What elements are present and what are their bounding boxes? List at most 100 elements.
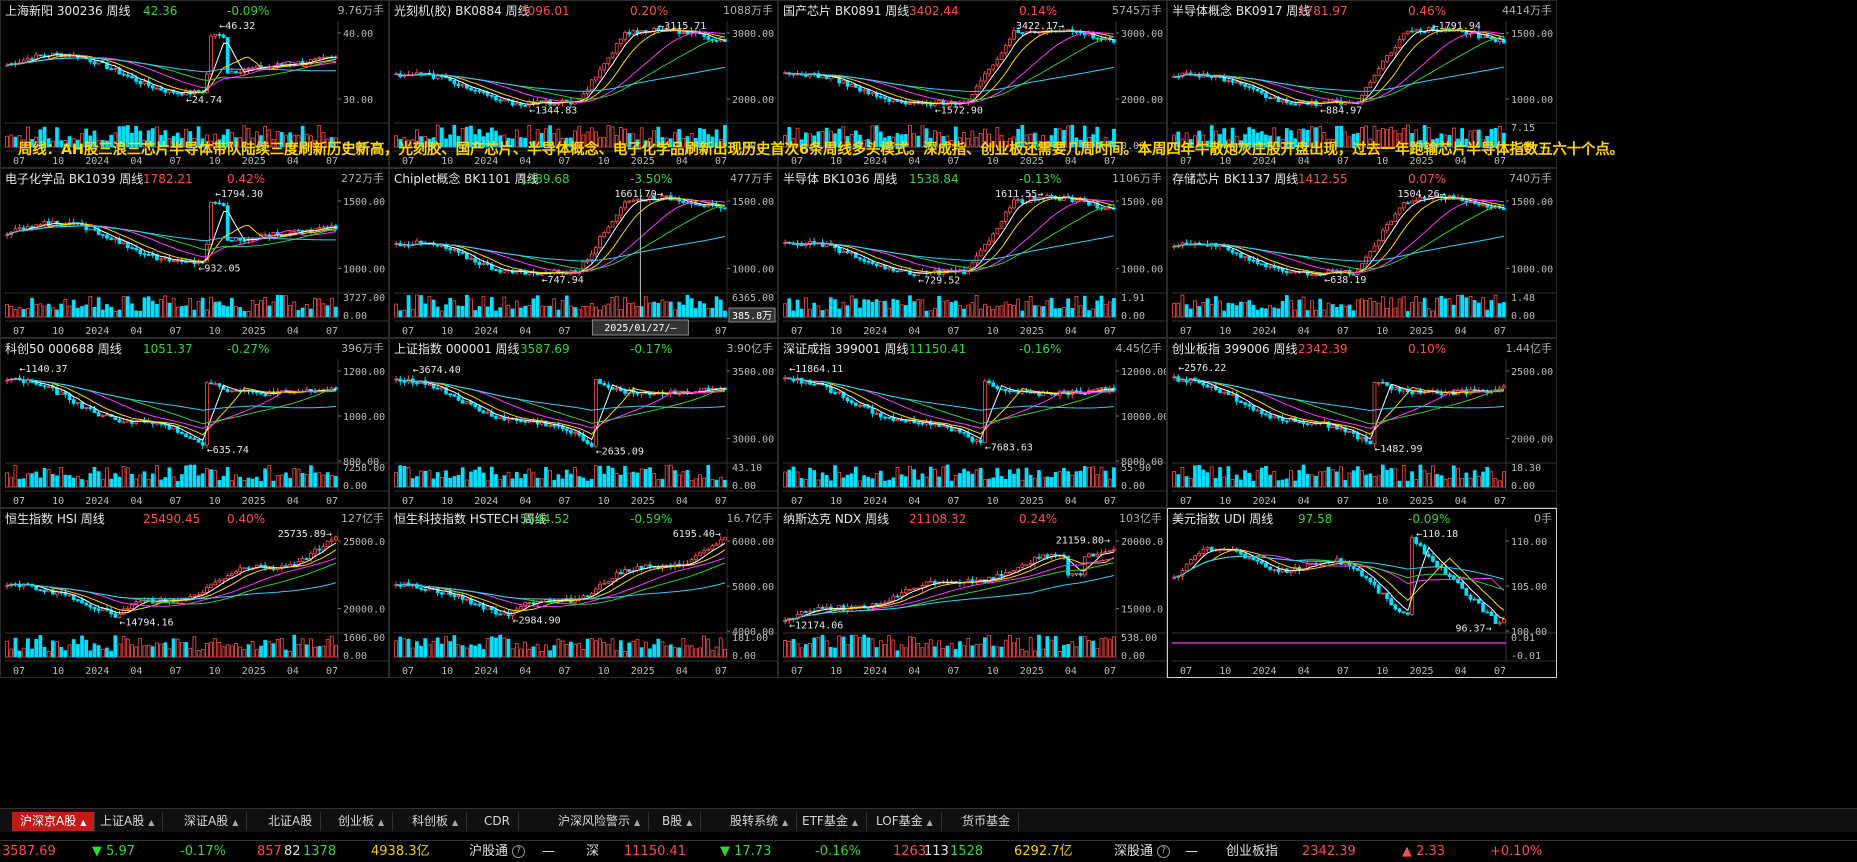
market-tab[interactable]: 北证A股 xyxy=(260,812,322,831)
market-tab[interactable]: 科创板 ▲ xyxy=(404,812,468,831)
x-tick-label: 10 xyxy=(52,326,64,337)
candle xyxy=(473,89,478,92)
candle xyxy=(138,600,143,603)
volume-bar xyxy=(1082,295,1087,318)
kline-chart[interactable]: 1500.001000.006365.000.001661.70→←747.94… xyxy=(390,169,778,338)
candle xyxy=(96,412,101,417)
kline-chart[interactable]: 3500.003000.0043.100.00←3674.40←2635.090… xyxy=(390,339,778,508)
chart-panel[interactable]: 电子化学品 BK1039 周线 1782.21 0.42% 272万手 1500.00 1… xyxy=(0,168,389,338)
volume-bar xyxy=(883,300,887,318)
chart-panel[interactable]: 深证成指 399001 周线 11150.41 -0.16% 4.45亿手 12000.… xyxy=(778,338,1167,508)
volume-bar xyxy=(1493,478,1498,488)
candle xyxy=(1410,537,1414,615)
kline-chart[interactable]: 1200.001000.00800.007258.000.00←1140.37←… xyxy=(1,339,389,508)
kline-chart[interactable]: 12000.0010000.008000.0055.900.00←11864.1… xyxy=(779,339,1167,508)
kline-chart[interactable]: 1500.001000.003727.000.00←1794.30←932.05… xyxy=(1,169,389,338)
chart-panel[interactable]: 半导体 BK1036 周线 1538.84 -0.13% 1106万手 1500.00 1… xyxy=(778,168,1167,338)
sgt-label[interactable]: 深股通 ? xyxy=(1114,841,1171,862)
kline-chart[interactable]: 2500.002000.0018.300.00←2576.22←1482.990… xyxy=(1168,339,1557,508)
volume-bar xyxy=(991,140,996,148)
candle xyxy=(1502,207,1506,210)
candle xyxy=(196,594,201,597)
chart-panel[interactable]: 恒生指数 HSI 周线 25490.45 0.40% 127亿手 25000.0 2000… xyxy=(0,508,389,678)
chart-panel[interactable]: Chiplet概念 BK1101 周线 1389.68 -3.50% 477万手 150… xyxy=(389,168,778,338)
candle xyxy=(991,64,996,70)
market-tab[interactable]: LOF基金 ▲ xyxy=(868,812,942,831)
kline-chart[interactable]: 110.00105.00100.000.01-0.01←110.1896.37→… xyxy=(1168,509,1557,678)
market-tab[interactable]: ETF基金 ▲ xyxy=(794,812,867,831)
volume-bar xyxy=(84,480,89,488)
volume-bar xyxy=(402,465,407,488)
volume-bar xyxy=(494,310,498,318)
volume-bar xyxy=(648,648,652,658)
x-tick-label: 2025 xyxy=(631,496,655,507)
market-tab-label: 沪深京A股 xyxy=(20,814,77,828)
volume-bar xyxy=(238,307,243,318)
volume-bar xyxy=(1057,128,1062,148)
volume-bar xyxy=(1343,131,1348,148)
candle xyxy=(833,392,837,395)
chart-panel[interactable]: 科创50 000688 周线 1051.37 -0.27% 396万手 1200.00 1… xyxy=(0,338,389,508)
chart-panel[interactable]: 创业板指 399006 周线 2342.39 0.10% 1.44亿手 2500.00 2… xyxy=(1167,338,1557,508)
volume-bar xyxy=(1049,297,1054,318)
kline-chart[interactable]: 25000.020000.01606.000.0025735.89→←14794… xyxy=(1,509,389,678)
market-tab[interactable]: 股转系统 ▲ xyxy=(722,812,798,831)
help-icon[interactable]: ? xyxy=(512,845,526,858)
market-tab[interactable]: 货币基金 xyxy=(954,812,1020,831)
kline-chart[interactable]: 20000.015000.0538.000.0021159.80→←12174.… xyxy=(779,509,1167,678)
candle xyxy=(1397,387,1402,392)
volume-bar xyxy=(1193,135,1197,148)
x-tick-label: 2024 xyxy=(474,156,498,167)
candle xyxy=(556,269,561,274)
market-tab-label: CDR xyxy=(484,814,510,828)
chart-panel[interactable]: 光刻机(胶) BK0884 周线 3096.01 0.20% 1088万手 3000.0… xyxy=(389,0,778,168)
chart-panel[interactable]: 半导体概念 BK0917 周线 1781.97 0.46% 4414万手 1500.00… xyxy=(1167,0,1557,168)
volume-bar xyxy=(288,650,292,658)
market-tab-label: 上证A股 xyxy=(100,814,145,828)
market-tab[interactable]: 深证A股 ▲ xyxy=(176,812,248,831)
x-tick-label: 04 xyxy=(519,156,531,167)
market-tab[interactable]: 创业板 ▲ xyxy=(330,812,394,831)
chart-panel[interactable]: 美元指数 UDI 周线 97.58 -0.09% 0手 110.00 105.00 100.… xyxy=(1167,508,1557,678)
market-tab[interactable]: CDR xyxy=(476,812,519,831)
candle xyxy=(706,35,711,40)
change-percent: 0.24% xyxy=(1019,512,1058,526)
market-tab[interactable]: B股 ▲ xyxy=(654,812,702,831)
volume-bar xyxy=(1401,127,1406,148)
chart-panel[interactable]: 上海新阳 300236 周线 42.36 -0.09% 9.76万手 40.00 30.0… xyxy=(0,0,389,168)
cyb-pct: +0.10% xyxy=(1490,844,1543,859)
market-tab[interactable]: 上证A股 ▲ xyxy=(92,812,164,831)
x-tick-label: 07 xyxy=(169,326,181,337)
x-tick-label: 2025 xyxy=(1409,496,1433,507)
market-tab[interactable]: 沪深京A股 ▲ xyxy=(12,812,96,831)
candle xyxy=(134,77,138,82)
candle xyxy=(1489,611,1494,616)
chart-panel[interactable]: 国产芯片 BK0891 周线 3402.44 0.14% 5745万手 3000.00 2… xyxy=(778,0,1167,168)
chart-panel[interactable]: 恒生科技指数 HSTECH 周线 5644.52 -0.59% 16.7亿手 6000.… xyxy=(389,508,778,678)
volume-bar xyxy=(317,646,322,658)
market-tab[interactable]: 沪深风险警示 ▲ xyxy=(550,812,650,831)
chart-panel[interactable]: 存储芯片 BK1137 周线 1412.55 0.07% 740万手 1500.00 10… xyxy=(1167,168,1557,338)
chart-panel[interactable]: 上证指数 000001 周线 3587.69 -0.17% 3.90亿手 3500.00… xyxy=(389,338,778,508)
kline-chart[interactable]: 6000.005000.004000.00181.000.006195.40→←… xyxy=(390,509,778,678)
candle xyxy=(1376,381,1381,384)
volume-bar xyxy=(858,480,862,488)
x-tick-label: 07 xyxy=(13,666,25,677)
candle xyxy=(652,393,657,396)
help-icon[interactable]: ? xyxy=(1157,845,1171,858)
volume-bar xyxy=(506,304,511,318)
candle xyxy=(1239,400,1243,403)
candle xyxy=(614,572,619,580)
volume-bar xyxy=(88,473,93,488)
volume-bar xyxy=(242,125,247,148)
hgt-label[interactable]: 沪股通 ? xyxy=(469,841,526,862)
volume-bar xyxy=(325,472,330,488)
chart-panel[interactable]: 纳斯达克 NDX 周线 21108.32 0.24% 103亿手 20000.0 1500… xyxy=(778,508,1167,678)
volume-bar xyxy=(477,129,482,148)
